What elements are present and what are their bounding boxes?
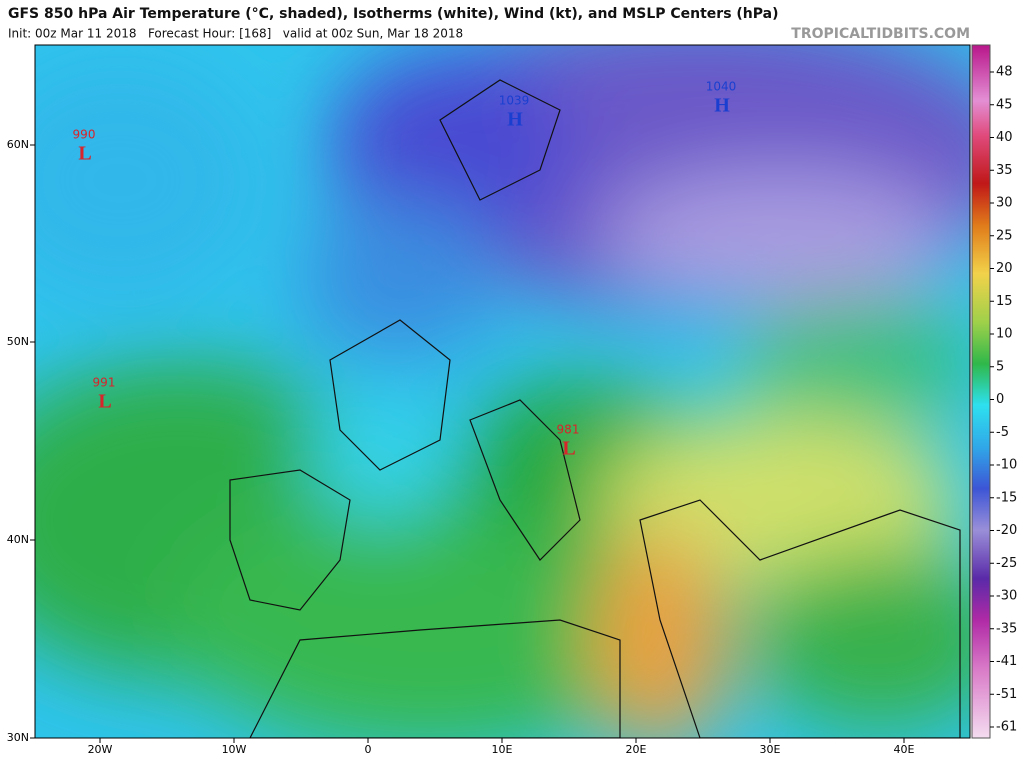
pressure-center: H [507, 109, 523, 131]
pressure-value: 1039 [499, 94, 530, 108]
colorbar-label: 5 [996, 359, 1004, 374]
site-name: TROPICALTIDBITS.COM [791, 26, 970, 42]
colorbar-label: -51 [996, 687, 1017, 702]
coastlines [229, 79, 961, 738]
colorbar-label: 25 [996, 228, 1013, 243]
colorbar-label: 30 [996, 196, 1013, 211]
temperature-field [35, 45, 970, 738]
colorbar-label: 10 [996, 327, 1013, 342]
colorbar-label: 20 [996, 261, 1013, 276]
pressure-value: 1040 [706, 80, 737, 94]
pressure-center: L [98, 391, 111, 413]
colorbar-label: -41 [996, 654, 1017, 669]
lon-label: 40E [894, 743, 915, 756]
colorbar-label: 35 [996, 163, 1013, 178]
pressure-center: L [562, 438, 575, 460]
colorbar-label: 0 [996, 392, 1004, 407]
colorbar-label: -30 [996, 589, 1017, 604]
colorbar-label: -35 [996, 621, 1017, 636]
colorbar-label: -10 [996, 458, 1017, 473]
lon-label: 20E [626, 743, 647, 756]
lon-label: 20W [88, 743, 113, 756]
colorbar-label: -5 [996, 425, 1009, 440]
pressure-center: H [714, 95, 730, 117]
pressure-value: 990 [73, 128, 96, 142]
lat-label: 40N [7, 533, 29, 546]
lon-label: 10E [492, 743, 513, 756]
lon-label: 30E [760, 743, 781, 756]
colorbar-label: 15 [996, 294, 1013, 309]
lat-label: 50N [7, 335, 29, 348]
colorbar-label: -61 [996, 720, 1017, 735]
colorbar-label: 45 [996, 97, 1013, 112]
colorbar-label: -20 [996, 523, 1017, 538]
lon-label: 10W [222, 743, 247, 756]
colorbar-label: 48 [996, 65, 1013, 80]
subtitle: Init: 00z Mar 11 2018 Forecast Hour: [16… [8, 27, 463, 41]
pressure-value: 981 [557, 423, 580, 437]
colorbar-label: 40 [996, 130, 1013, 145]
colorbar [971, 44, 991, 739]
title: GFS 850 hPa Air Temperature (°C, shaded)… [8, 6, 779, 22]
colorbar-label: -25 [996, 556, 1017, 571]
lon-label: 0 [365, 743, 372, 756]
lat-label: 30N [7, 731, 29, 744]
colorbar-label: -15 [996, 490, 1017, 505]
pressure-center: L [78, 143, 91, 165]
pressure-value: 991 [93, 376, 116, 390]
lat-label: 60N [7, 138, 29, 151]
